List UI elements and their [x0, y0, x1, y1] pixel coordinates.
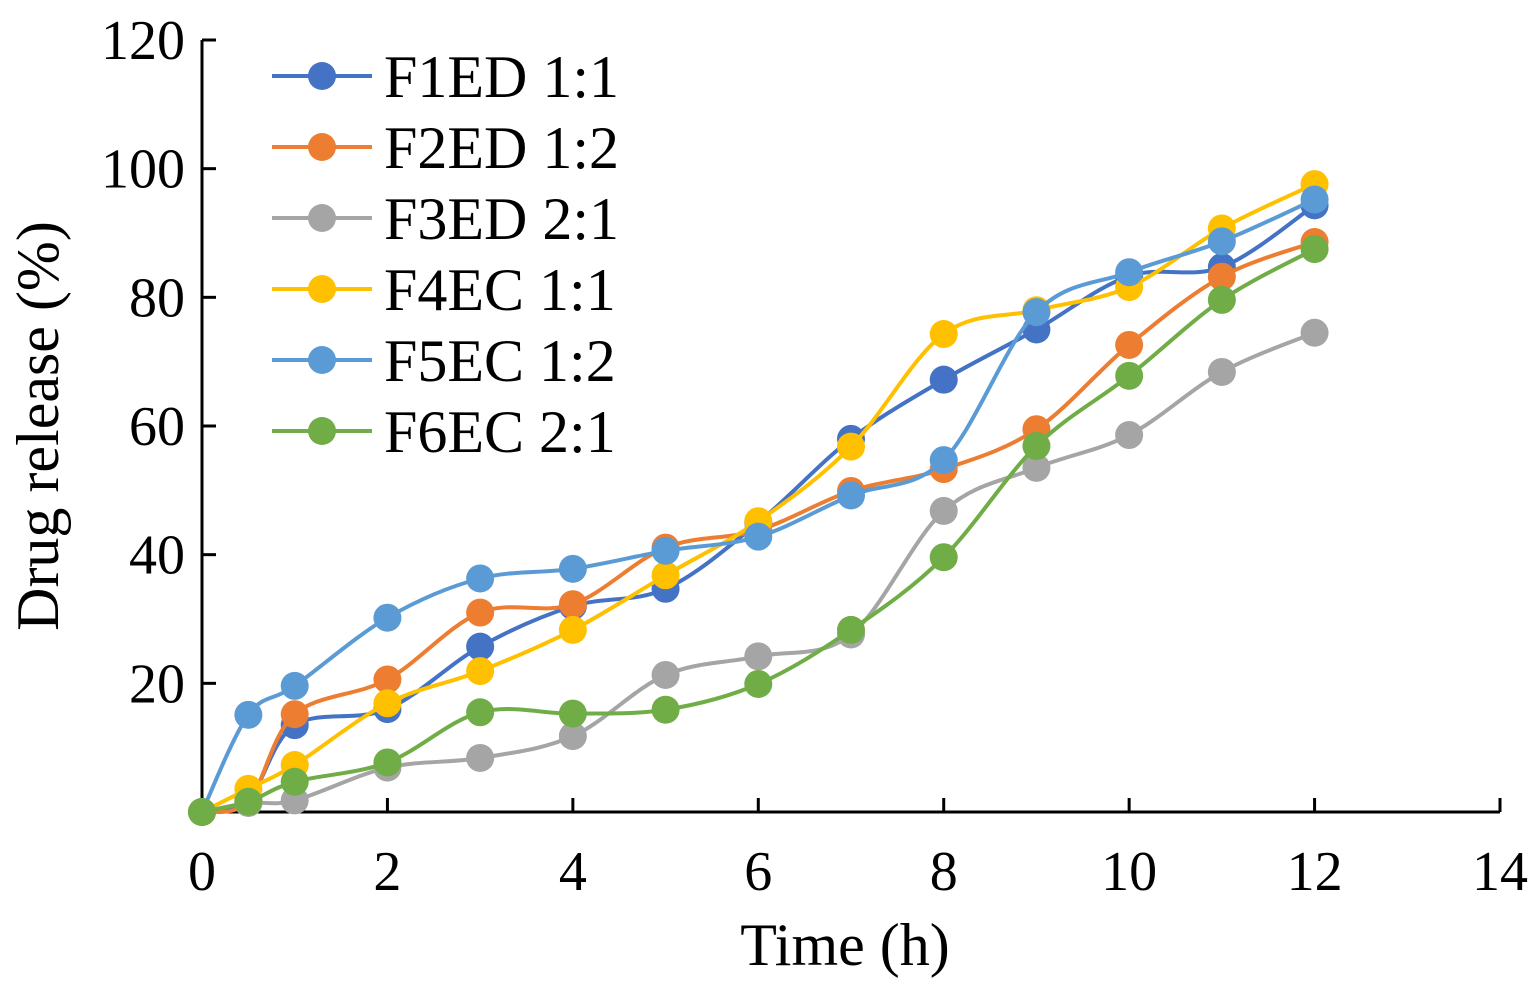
data-point [929, 365, 958, 394]
data-point [234, 787, 263, 816]
legend-label: F1ED 1:1 [384, 44, 619, 110]
data-point [466, 632, 495, 661]
legend-item: F2ED 1:2 [272, 115, 619, 181]
legend-marker [308, 62, 336, 90]
legend-label: F4EC 1:1 [384, 257, 616, 323]
data-point [466, 598, 495, 627]
data-point [651, 536, 680, 565]
series-line [200, 197, 1316, 813]
data-point [373, 603, 402, 632]
data-point [929, 320, 958, 349]
data-point [651, 561, 680, 590]
y-tick-label: 60 [129, 396, 185, 458]
x-tick-label: 2 [373, 841, 401, 903]
x-tick-label: 8 [930, 841, 958, 903]
legend-item: F4EC 1:1 [272, 257, 616, 323]
legend-marker [308, 346, 336, 374]
data-point [1115, 421, 1144, 450]
data-point [558, 554, 587, 583]
data-point [929, 543, 958, 572]
x-tick-label: 0 [188, 841, 216, 903]
data-point [280, 700, 309, 729]
data-point [1115, 330, 1144, 359]
data-point [373, 665, 402, 694]
data-point [466, 657, 495, 686]
y-tick-label: 100 [101, 139, 185, 201]
legend-marker [308, 204, 336, 232]
data-point [744, 669, 773, 698]
x-tick-label: 10 [1101, 841, 1157, 903]
series-4 [188, 170, 1329, 826]
data-point [1207, 227, 1236, 256]
y-tick-label: 20 [129, 653, 185, 715]
legend-label: F5EC 1:2 [384, 328, 616, 394]
data-point [558, 699, 587, 728]
legend-item: F1ED 1:1 [272, 44, 619, 110]
x-axis-ticks: 0 2 4 6 8 10 12 14 [188, 798, 1528, 903]
x-axis-title: Time (h) [740, 912, 949, 978]
data-point [929, 496, 958, 525]
data-point [1115, 258, 1144, 287]
data-point [1115, 361, 1144, 390]
data-point [1022, 298, 1051, 327]
y-axis-title: Drug release (%) [5, 221, 71, 631]
series-6 [188, 235, 1329, 826]
data-point [1022, 453, 1051, 482]
legend-label: F2ED 1:2 [384, 115, 619, 181]
x-tick-label: 4 [559, 841, 587, 903]
data-point [234, 700, 263, 729]
data-point [837, 432, 865, 461]
data-point [558, 590, 587, 619]
y-tick-label: 80 [129, 267, 185, 329]
y-axis-ticks: 20 40 60 80 100 120 [101, 10, 216, 715]
series-layer [188, 170, 1329, 826]
plot-area: 0 2 4 6 8 10 12 14 20 40 60 80 100 120 [101, 10, 1528, 903]
data-point [651, 660, 680, 689]
y-tick-label: 120 [101, 10, 185, 72]
x-tick-label: 12 [1287, 841, 1343, 903]
series-5 [188, 185, 1329, 826]
data-point [1207, 357, 1236, 386]
series-3 [188, 318, 1329, 826]
legend-item: F3ED 2:1 [272, 186, 619, 252]
data-point [929, 446, 958, 475]
data-point [1207, 285, 1236, 314]
series-line [201, 182, 1316, 814]
data-point [280, 671, 309, 700]
data-point [466, 564, 495, 593]
data-point [373, 748, 402, 777]
data-point [466, 698, 495, 727]
data-point [744, 522, 773, 551]
data-point [373, 689, 402, 718]
data-point [651, 695, 680, 724]
legend-marker [308, 417, 336, 445]
legend-item: F5EC 1:2 [272, 328, 616, 394]
data-point [1300, 318, 1329, 347]
data-point [1022, 431, 1051, 460]
data-point [558, 722, 587, 751]
data-point [744, 642, 773, 671]
x-tick-label: 6 [744, 841, 772, 903]
x-tick-label: 14 [1472, 841, 1528, 903]
data-point [188, 798, 216, 826]
data-point [837, 615, 865, 644]
data-point [280, 767, 309, 796]
data-point [837, 481, 865, 510]
legend-marker [308, 275, 336, 303]
y-tick-label: 40 [129, 525, 185, 587]
legend-label: F6EC 2:1 [384, 399, 616, 465]
legend-label: F3ED 2:1 [384, 186, 619, 252]
legend-item: F6EC 2:1 [272, 399, 616, 465]
data-point [466, 743, 495, 772]
series-line [201, 330, 1316, 814]
data-point [558, 615, 587, 644]
data-point [1207, 262, 1236, 291]
data-point [1300, 185, 1329, 214]
legend-marker [308, 133, 336, 161]
data-point [1300, 235, 1329, 264]
